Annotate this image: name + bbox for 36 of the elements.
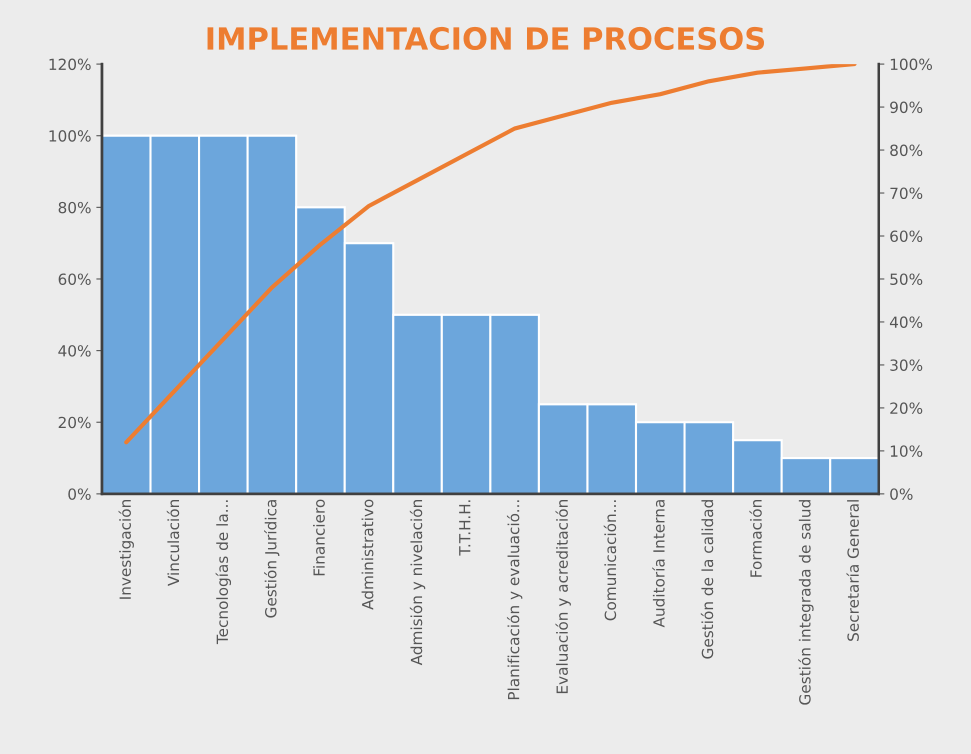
x-tick-label: Auditoría Interna xyxy=(652,500,665,628)
x-tick-label: Vinculación xyxy=(166,500,180,586)
y2-tick-label: 40% xyxy=(890,316,922,328)
y2-tick-label: 10% xyxy=(890,445,922,457)
y2-tick-label: 70% xyxy=(890,187,922,200)
x-tick-label: Administrativo xyxy=(362,500,374,610)
y2-tick-label: 30% xyxy=(890,359,922,371)
y-tick-label: 60% xyxy=(58,273,91,285)
x-tick-label: Secretaría General xyxy=(846,500,859,641)
x-tick-label: Evaluación y acreditación xyxy=(555,500,571,694)
y2-tick-label: 90% xyxy=(890,102,922,114)
y-tick-label: 80% xyxy=(58,202,91,214)
y-tick-label: 20% xyxy=(58,416,91,428)
x-tick-label: Planificación y evaluació... xyxy=(506,500,522,700)
chart-title: IMPLEMENTACION DE PROCESOS xyxy=(208,26,764,50)
y2-tick-label: 50% xyxy=(890,273,922,285)
y-tick-label: 40% xyxy=(58,345,91,357)
y-tick-label: 120% xyxy=(50,58,91,70)
x-tick-label: T.T.H.H. xyxy=(459,500,470,556)
y2-tick-label: 60% xyxy=(890,230,922,242)
x-tick-label: Gestión integrada de salud xyxy=(798,500,814,705)
x-tick-label: Investigación xyxy=(118,500,134,599)
y2-tick-label: 80% xyxy=(890,144,922,156)
x-tick-label: Formación xyxy=(749,500,762,577)
x-tick-label: Financiero xyxy=(313,500,325,576)
x-tick-label: Gestión Jurídica xyxy=(264,500,280,618)
x-tick-label: Gestión de la calidad xyxy=(700,500,714,659)
y-tick-label: 100% xyxy=(50,130,91,142)
x-tick-label: Admisión y nivelación xyxy=(410,500,426,666)
line-series xyxy=(124,64,857,444)
y2-tick-label: 20% xyxy=(890,402,922,414)
x-tick-label: Tecnologías de la... xyxy=(216,500,232,644)
x-tick-label: Comunicación... xyxy=(604,500,616,620)
y2-tick-label: 100% xyxy=(890,58,932,70)
y-tick-label: 0% xyxy=(68,488,91,500)
y2-tick-label: 0% xyxy=(890,488,913,500)
